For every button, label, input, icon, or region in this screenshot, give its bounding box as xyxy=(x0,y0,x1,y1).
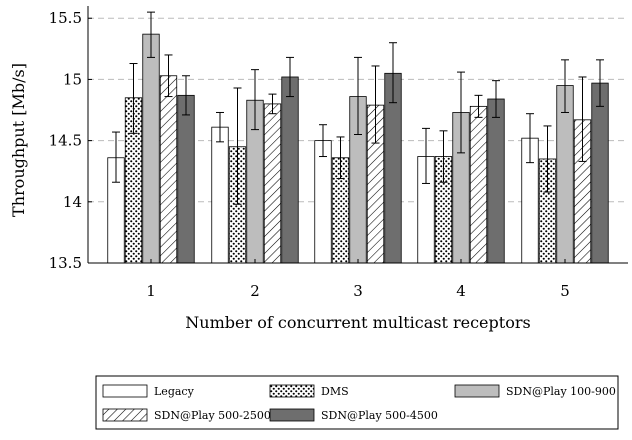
x-tick-label: 2 xyxy=(250,282,260,300)
bar xyxy=(159,75,178,264)
bar xyxy=(211,126,229,264)
bar xyxy=(177,94,195,264)
legend-label: Legacy xyxy=(154,385,195,398)
legend-label: SDN@Play 100-900 xyxy=(506,385,616,398)
legend: Legacy DMS SDN@Play 100-900 SDN@Play 500-25… xyxy=(95,375,619,430)
legend-swatch xyxy=(102,384,148,398)
x-tick-label: 5 xyxy=(560,282,570,300)
legend-swatch xyxy=(269,384,315,398)
x-axis-title: Number of concurrent multicast receptors xyxy=(185,313,530,332)
legend-swatch xyxy=(454,384,500,398)
legend-label: DMS xyxy=(321,385,349,398)
y-tick-label: 15 xyxy=(63,70,82,88)
bars xyxy=(107,33,609,264)
x-tick-label: 1 xyxy=(146,282,156,300)
bar xyxy=(263,103,282,264)
legend-swatch xyxy=(102,408,148,422)
x-tick-label: 3 xyxy=(353,282,363,300)
legend-box xyxy=(95,375,619,430)
bar xyxy=(142,33,160,264)
legend-label: SDN@Play 500-2500 xyxy=(154,409,271,422)
y-tick-label: 14 xyxy=(63,193,82,211)
bar xyxy=(281,76,299,264)
bar xyxy=(469,105,488,264)
bar xyxy=(591,82,609,264)
legend-swatch xyxy=(269,408,315,422)
x-tick-label: 4 xyxy=(456,282,466,300)
axes: 13.5 14 14.5 15 15.5 1 2 3 4 5 xyxy=(49,6,628,300)
y-axis-title: Throughput [Mb/s] xyxy=(9,63,28,217)
y-tick-label: 15.5 xyxy=(49,9,82,27)
error-bars xyxy=(112,11,604,205)
legend-label: SDN@Play 500-4500 xyxy=(321,409,438,422)
y-tick-label: 14.5 xyxy=(49,132,82,150)
y-tick-label: 13.5 xyxy=(49,254,82,272)
bar xyxy=(487,98,505,264)
bar xyxy=(314,140,332,264)
